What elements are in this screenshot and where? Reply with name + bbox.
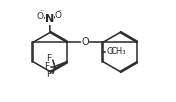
Text: ⁻: ⁻ [58,7,62,16]
Text: F: F [46,70,51,79]
Text: CH₃: CH₃ [111,48,126,57]
Text: F: F [44,62,49,71]
Text: O: O [81,37,89,47]
Text: O: O [107,48,114,57]
Text: N: N [45,14,54,24]
Text: O: O [36,12,43,21]
Text: F: F [46,54,51,63]
Text: ⁻: ⁻ [39,8,43,17]
Text: O: O [55,12,62,21]
